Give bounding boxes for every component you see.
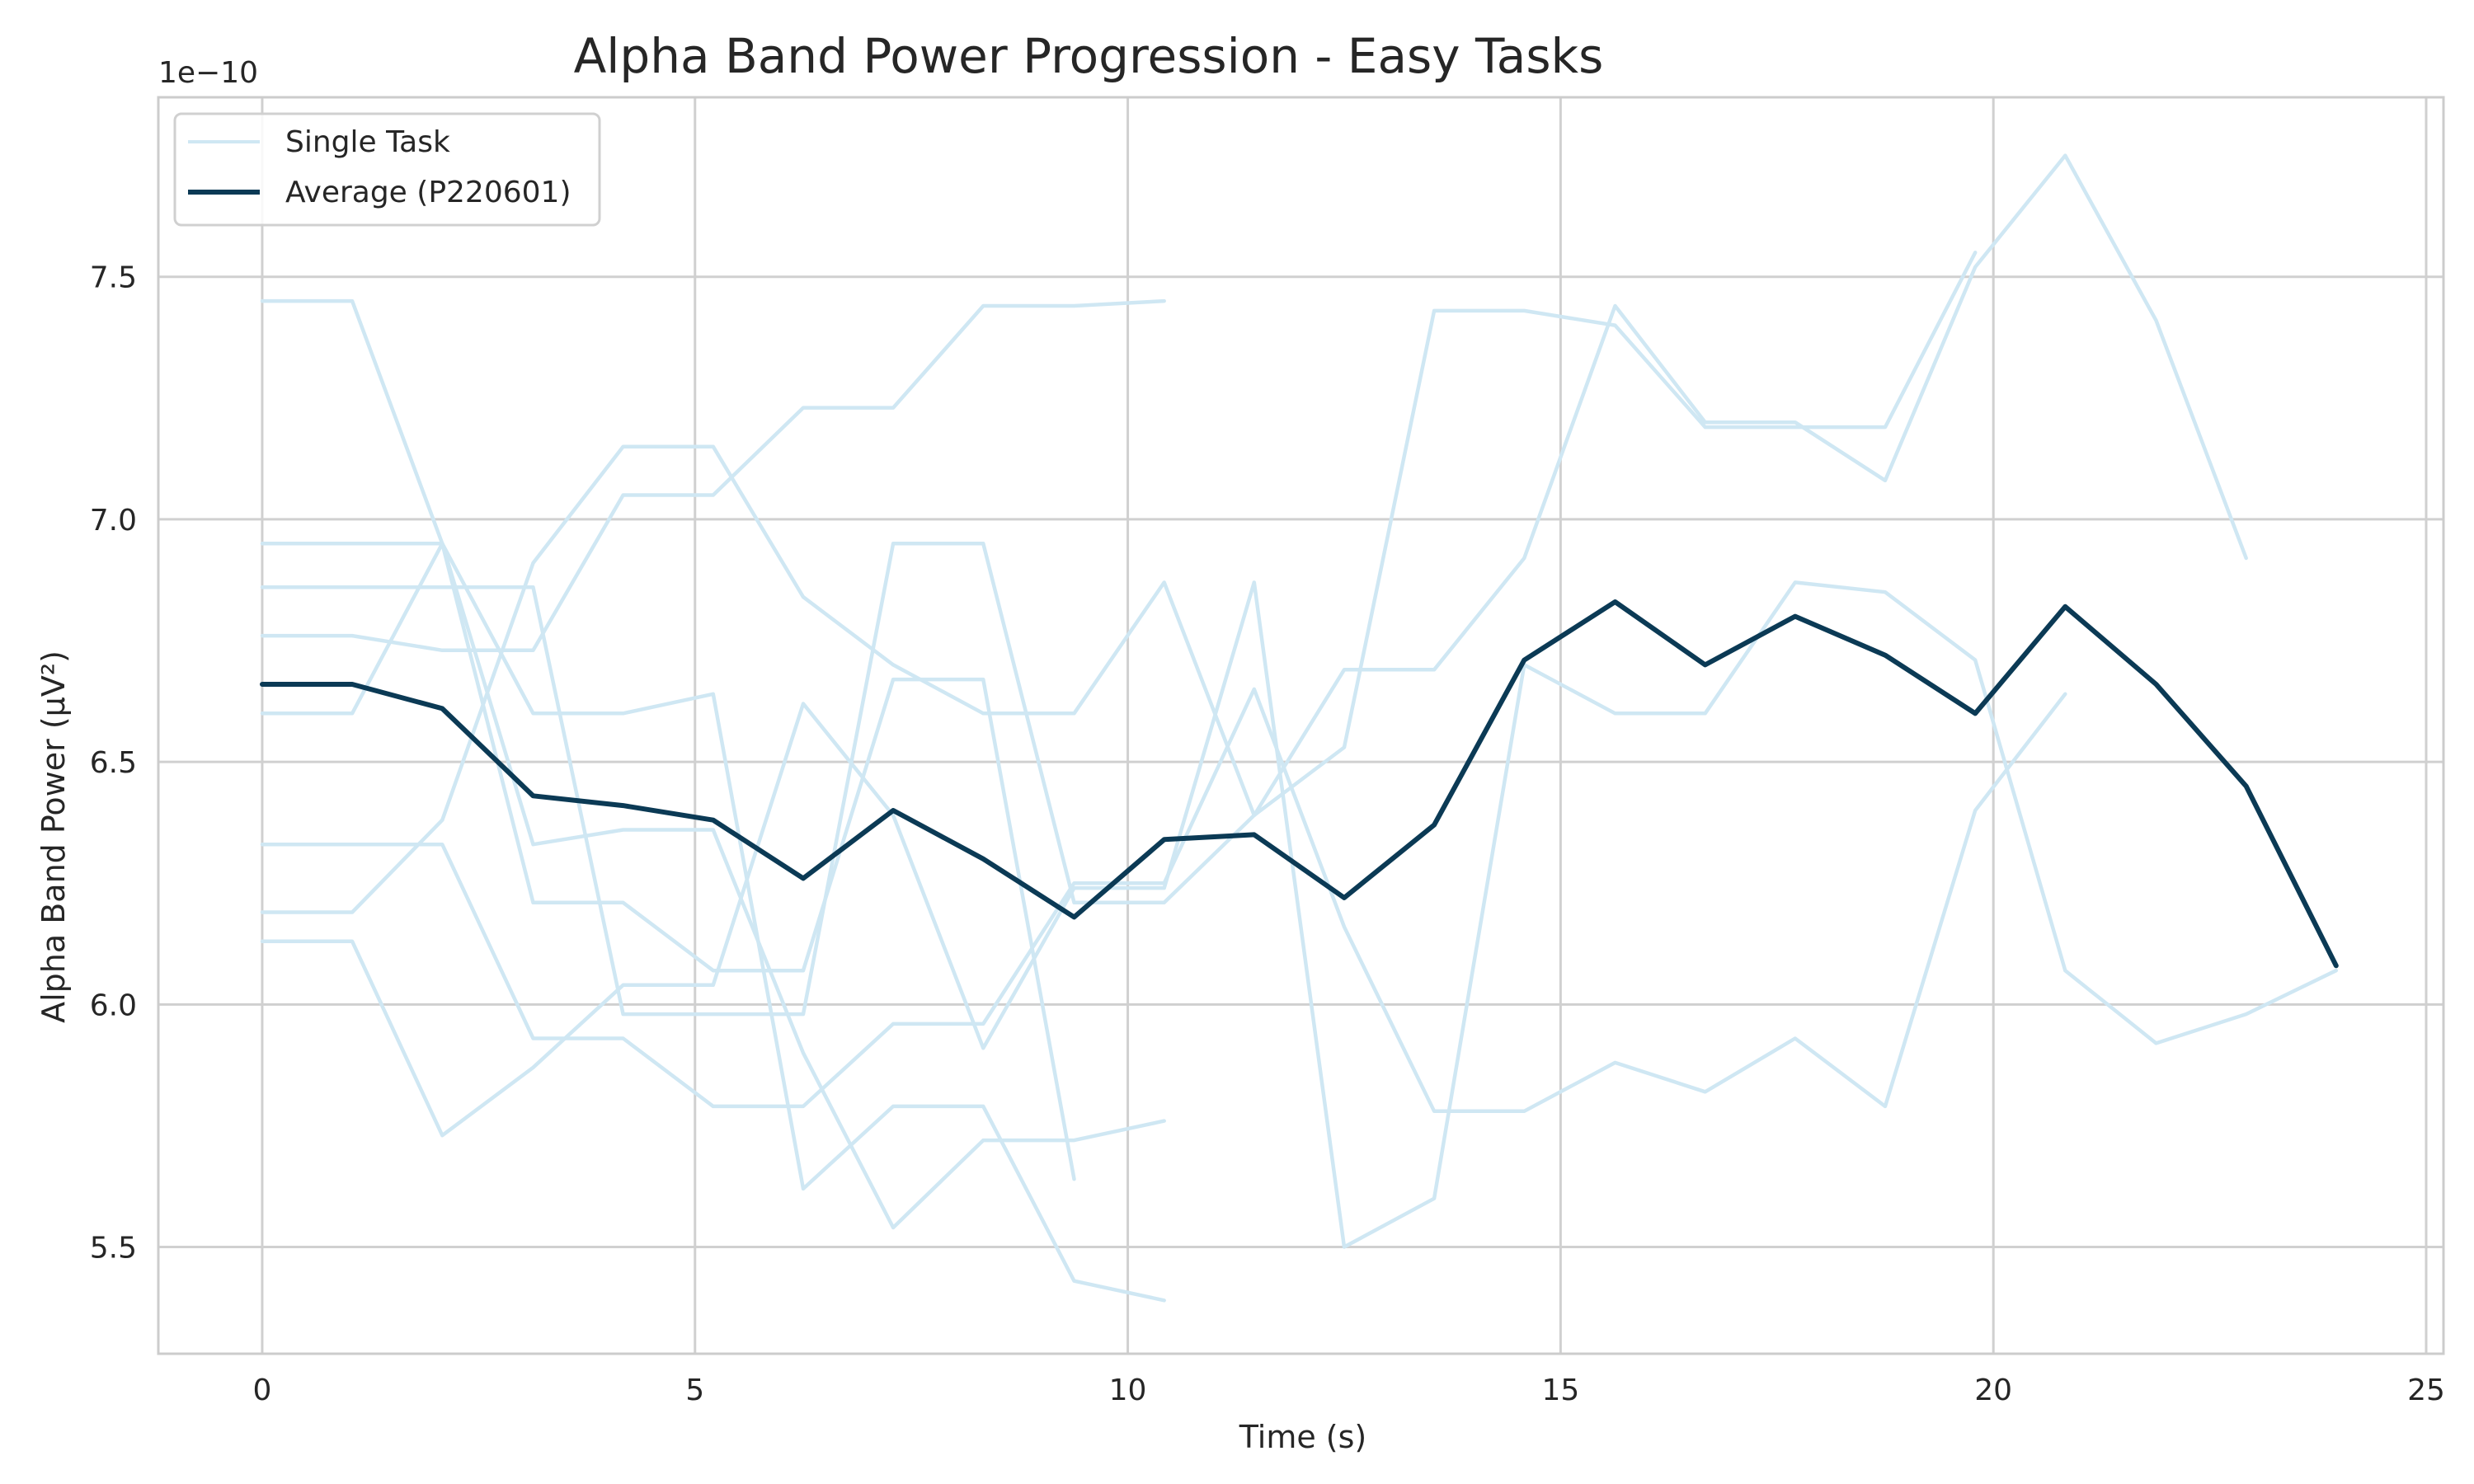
plot-frame [157,96,2445,1355]
legend-box [173,112,601,227]
single-task-line [260,153,2248,914]
x-tick-label: 5 [685,1374,704,1407]
single-task-line [260,298,1166,1303]
single-task-line [260,298,1166,653]
average-line [260,599,2339,969]
y-axis-ticks: 5.5 6.0 6.5 7.0 7.5 [90,261,137,1266]
x-tick-label: 0 [253,1374,272,1407]
chart-title: Alpha Band Power Progression - Easy Task… [574,28,1604,84]
grid [158,97,2443,1354]
single-task-line [260,580,2339,1249]
y-axis-offset-text: 1e−10 [158,56,258,90]
y-tick-label: 6.5 [90,746,137,780]
single-task-line [260,542,1076,1181]
x-tick-label: 15 [1541,1374,1579,1407]
legend: Single Task Average (P220601) [173,112,601,227]
x-tick-label: 25 [2407,1374,2445,1407]
legend-label-average: Average (P220601) [285,176,571,209]
legend-label-single-task: Single Task [285,125,450,159]
x-tick-label: 20 [1974,1374,2012,1407]
y-tick-label: 7.0 [90,504,137,538]
x-tick-label: 10 [1109,1374,1147,1407]
single-task-line [260,251,1978,1017]
x-axis-label: Time (s) [1239,1419,1367,1455]
y-tick-label: 6.0 [90,989,137,1022]
y-tick-label: 5.5 [90,1232,137,1266]
y-axis-label: Alpha Band Power (μV²) [35,650,72,1023]
series-layer [260,153,2339,1303]
single-task-line [260,542,1166,1230]
x-axis-ticks: 0 5 10 15 20 25 [253,1374,2445,1407]
y-tick-label: 7.5 [90,261,137,295]
